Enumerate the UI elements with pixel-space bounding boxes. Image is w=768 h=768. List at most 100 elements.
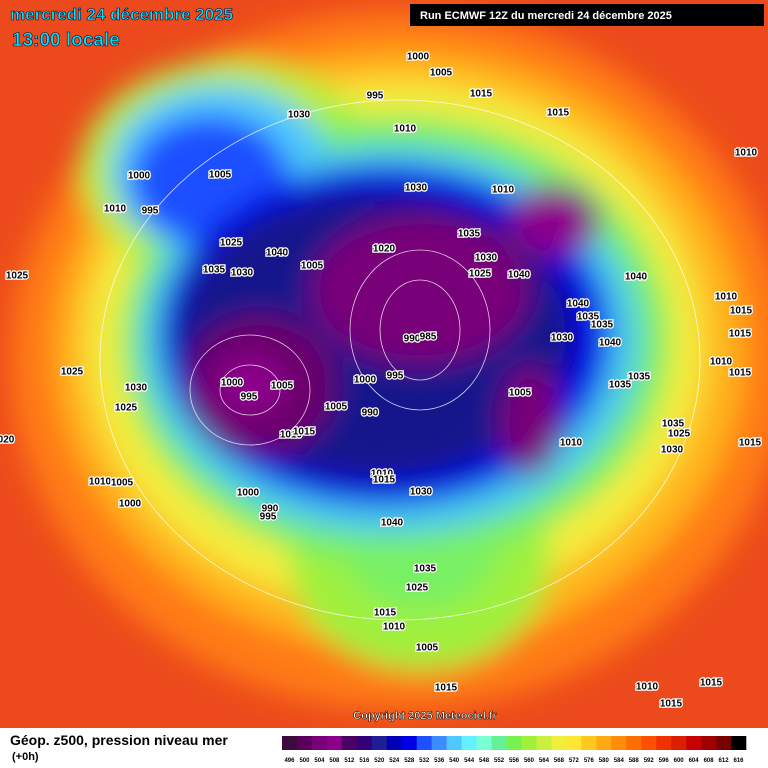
- isobar-label: 1025: [668, 429, 691, 440]
- isobar-label: 985: [420, 332, 437, 343]
- isobar-label: 1040: [567, 299, 590, 310]
- isobar-label: 1030: [551, 333, 574, 344]
- isobar-label: 1040: [599, 338, 622, 349]
- scale-label: 608: [704, 758, 715, 764]
- time-line: 13:00 locale: [12, 30, 120, 51]
- isobar-label: 1015: [729, 368, 752, 379]
- isobar-label: 990: [362, 408, 379, 419]
- isobar-label: 020: [0, 435, 15, 446]
- scale-swatch: [701, 736, 717, 750]
- scale-swatch: [536, 736, 552, 750]
- isobar-label: 1040: [266, 248, 289, 259]
- scale-label: 588: [629, 758, 640, 764]
- isobar-label: 1030: [288, 110, 311, 121]
- scale-label: 568: [554, 758, 565, 764]
- isobar-label: 1010: [89, 477, 112, 488]
- scale-label: 496: [284, 758, 295, 764]
- scale-label: 572: [569, 758, 580, 764]
- scale-label: 584: [614, 758, 625, 764]
- isobar-label: 1015: [729, 329, 752, 340]
- scale-swatch: [656, 736, 672, 750]
- isobar-label: 1025: [6, 271, 29, 282]
- isobar-label: 1015: [730, 306, 753, 317]
- isobar-label: 1000: [119, 499, 142, 510]
- scale-swatch: [521, 736, 537, 750]
- isobar-label: 1030: [125, 383, 148, 394]
- scale-label: 536: [434, 758, 445, 764]
- scale-swatch: [611, 736, 627, 750]
- isobar-label: 1010: [104, 204, 127, 215]
- scale-swatch: [326, 736, 343, 750]
- scale-label: 596: [659, 758, 670, 764]
- isobar-label: 1015: [435, 683, 458, 694]
- isobar-label: 1005: [325, 402, 348, 413]
- scale-swatch: [731, 736, 747, 750]
- isobar-label: 1000: [407, 52, 430, 63]
- run-label: Run ECMWF 12Z du mercredi 24 décembre 20…: [420, 10, 672, 22]
- scale-swatch: [311, 736, 328, 750]
- scale-label: 592: [644, 758, 655, 764]
- scale-swatch: [416, 736, 432, 750]
- scale-swatch: [491, 736, 507, 750]
- isobar-label: 1005: [416, 643, 439, 654]
- scale-swatch: [431, 736, 447, 750]
- scale-swatch: [356, 736, 373, 750]
- isobar-label: 1035: [662, 419, 685, 430]
- scale-label: 504: [314, 758, 325, 764]
- scale-swatch: [581, 736, 597, 750]
- isobar-label: 1000: [354, 375, 377, 386]
- isobar-label: 1010: [492, 185, 515, 196]
- copyright: Copyright 2025 Meteociel.fr: [353, 710, 497, 722]
- isobar-label: 1030: [661, 445, 684, 456]
- scale-label: 516: [359, 758, 370, 764]
- isobar-label: 1025: [406, 583, 429, 594]
- isobar-label: 1015: [660, 699, 683, 710]
- isobar-label: 1000: [221, 378, 244, 389]
- scale-swatch: [596, 736, 612, 750]
- scale-label: 508: [329, 758, 340, 764]
- isobar-label: 1035: [577, 312, 600, 323]
- scale-swatch: [626, 736, 642, 750]
- isobar-label: 1005: [509, 388, 532, 399]
- isobar-label: 1010: [636, 682, 659, 693]
- scale-swatch: [671, 736, 687, 750]
- isobar-label: 1010: [715, 292, 738, 303]
- scale-label: 556: [509, 758, 520, 764]
- isobar-label: 1015: [374, 608, 397, 619]
- scale-label: 552: [494, 758, 505, 764]
- isobar-label: 1000: [128, 171, 151, 182]
- isobar-label: 1030: [475, 253, 498, 264]
- scale-label: 564: [539, 758, 550, 764]
- scale-swatch: [641, 736, 657, 750]
- scale-swatch: [341, 736, 358, 750]
- isobar-label: 1010: [394, 124, 417, 135]
- scale-swatch: [686, 736, 702, 750]
- isobar-label: 1010: [710, 357, 733, 368]
- scale-swatch: [371, 736, 388, 750]
- isobar-label: 1035: [628, 372, 651, 383]
- isobar-label: 1015: [547, 108, 570, 119]
- isobar-label: 1035: [414, 564, 437, 575]
- isobar-label: 995: [367, 91, 384, 102]
- isobar-label: 1005: [430, 68, 453, 79]
- isobar-label: 1010: [383, 622, 406, 633]
- isobar-label: 1030: [410, 487, 433, 498]
- isobar-label: 1040: [381, 518, 404, 529]
- isobar-label: 1035: [203, 265, 226, 276]
- scale-label: 500: [299, 758, 310, 764]
- scale-swatch: [461, 736, 477, 750]
- isobar-label: 1010: [560, 438, 583, 449]
- isobar-label: 995: [260, 512, 277, 523]
- scale-swatch: [506, 736, 522, 750]
- isobar-label: 1020: [373, 244, 396, 255]
- scale-swatch: [551, 736, 567, 750]
- isobar-label: 1035: [591, 320, 614, 331]
- scale-label: 576: [584, 758, 595, 764]
- isobar-label: 1010: [735, 148, 758, 159]
- isobar-label: 1025: [61, 367, 84, 378]
- scale-label: 528: [404, 758, 415, 764]
- scale-label: 616: [734, 758, 745, 764]
- isobar-label: 1005: [209, 170, 232, 181]
